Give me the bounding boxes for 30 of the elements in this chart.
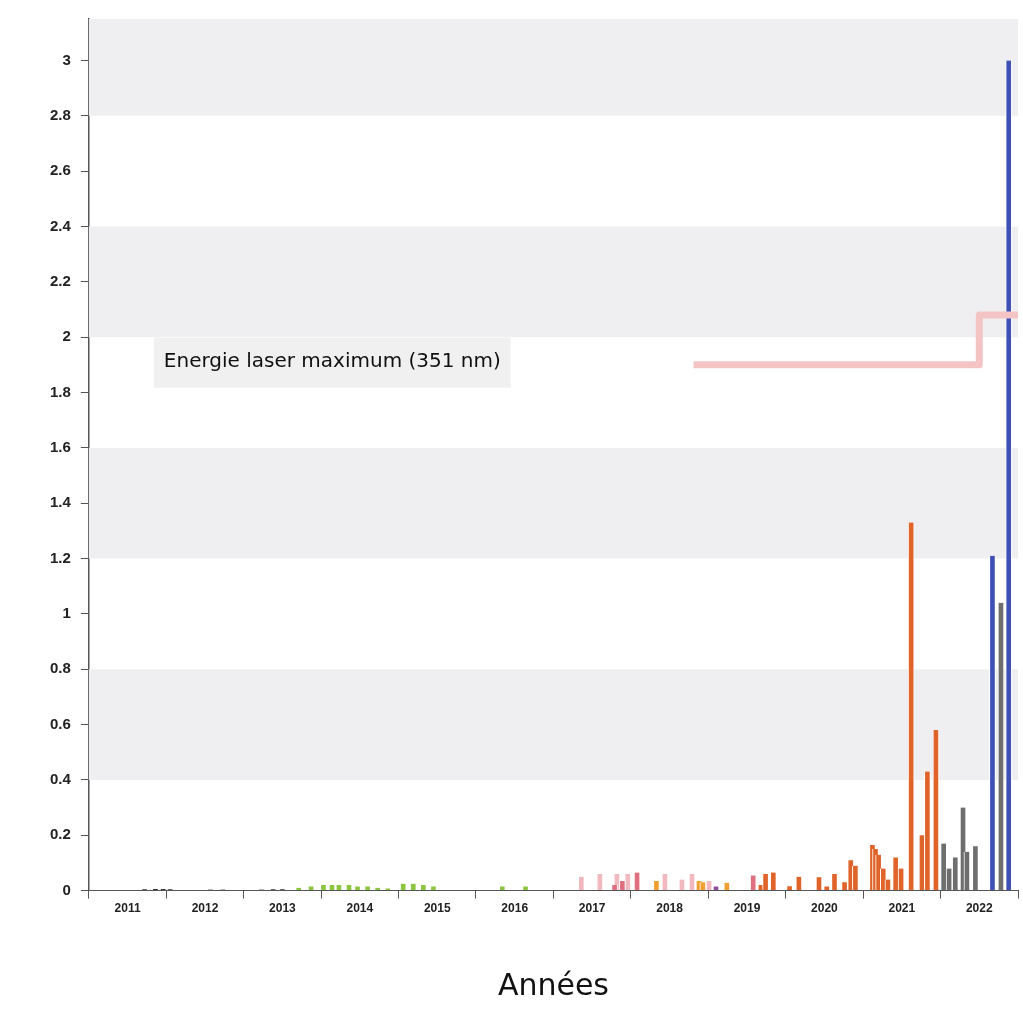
y-tick-label: 2.4: [49, 216, 72, 234]
y-tick-label: 0.6: [49, 714, 71, 732]
x-tick-label: 2013: [269, 901, 297, 916]
y-tick-label: 2.6: [49, 161, 71, 179]
x-tick-label: 2017: [578, 901, 606, 916]
x-axis-title: Années: [497, 966, 609, 1002]
y-tick-label: 0.4: [49, 770, 72, 788]
y-tick-label: 0.8: [49, 659, 71, 677]
y-tick-label: 1: [62, 604, 71, 622]
x-tick-label: 2014: [346, 901, 374, 916]
x-tick-label: 2016: [501, 901, 529, 916]
x-tick-label: 2011: [114, 901, 141, 916]
x-tick-label: 2020: [811, 901, 839, 916]
y-tick-label: 3: [62, 50, 71, 68]
x-tick-label: 2021: [888, 901, 916, 916]
y-tick-label: 2.2: [49, 272, 71, 289]
y-tick-label: 0: [62, 880, 71, 898]
x-tick-label: 2022: [965, 901, 993, 916]
y-tick-label: 1.8: [49, 382, 71, 400]
x-tick-label: 2012: [191, 901, 219, 916]
annotation: Energie laser maximum (351 nm): [163, 348, 501, 373]
x-tick-label: 2019: [733, 901, 761, 916]
y-tick-label: 2: [62, 327, 71, 345]
y-tick-label: 1.2: [49, 548, 71, 566]
x-tick-label: 2015: [423, 901, 451, 916]
y-tick-label: 1.6: [49, 438, 71, 456]
y-tick-label: 2.8: [49, 105, 71, 123]
x-tick-label: 2018: [656, 901, 684, 916]
y-tick-label: 0.2: [49, 825, 71, 843]
y-tick-label: 1.4: [49, 493, 72, 511]
